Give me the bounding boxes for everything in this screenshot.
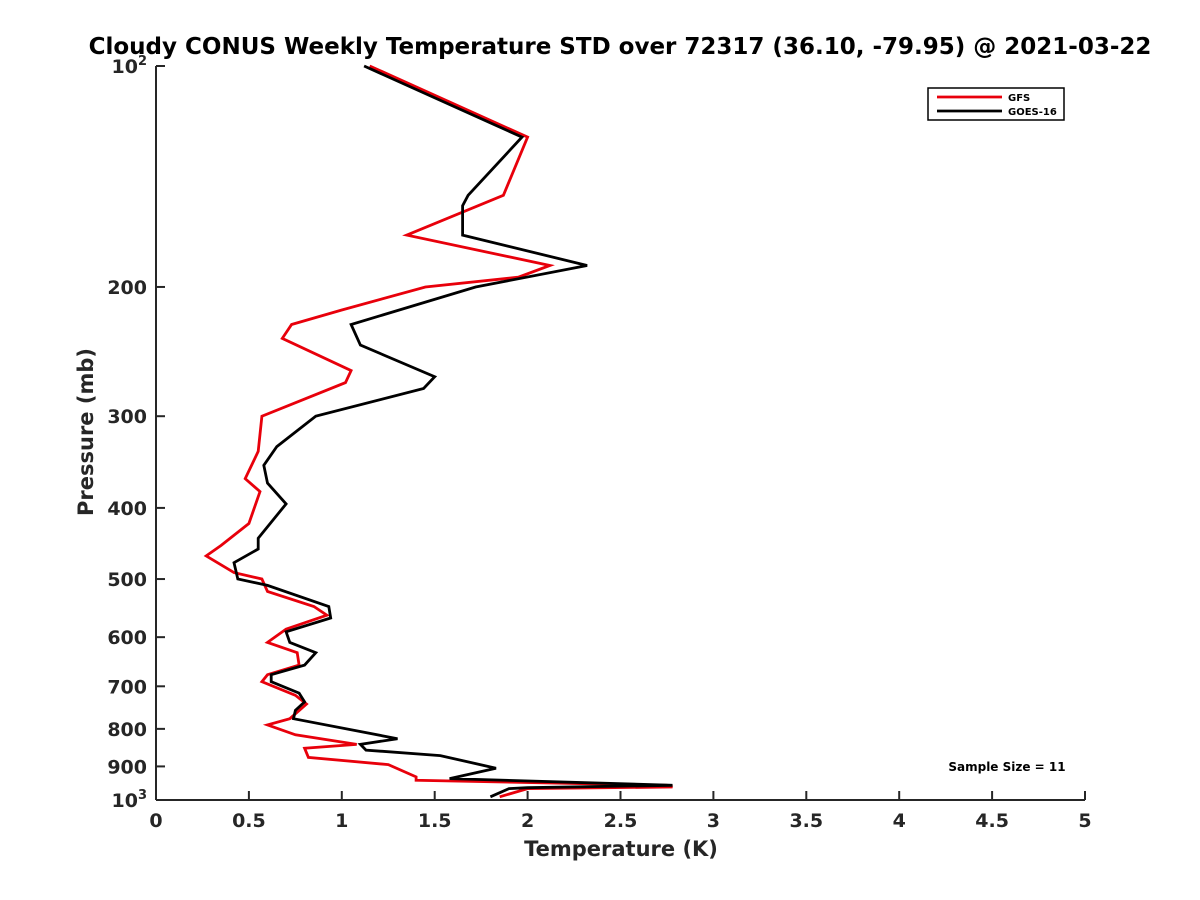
x-tick-label: 2.5	[604, 810, 638, 832]
y-tick-label: 200	[107, 277, 147, 299]
x-axis-label: Temperature (K)	[524, 837, 718, 861]
x-tick-label: 0.5	[232, 810, 266, 832]
x-tick-label: 3	[707, 810, 720, 832]
chart-title: Cloudy CONUS Weekly Temperature STD over…	[89, 34, 1152, 60]
legend-label: GFS	[1008, 93, 1030, 104]
x-tick-label: 0	[149, 810, 162, 832]
legend-label: GOES-16	[1008, 107, 1057, 118]
tick-exponent: 2	[138, 54, 147, 69]
x-tick-label: 4	[893, 810, 906, 832]
legend-box	[927, 87, 1065, 121]
y-axis-label: Pressure (mb)	[74, 348, 98, 516]
x-axis-ticks: 0 0.5 1 1.5 2 2.5 3 3.5 4 4.5 5	[149, 791, 1092, 832]
x-tick-label: 4.5	[975, 810, 1009, 832]
y-tick-label: 103	[112, 788, 148, 812]
x-tick-label: 5	[1078, 810, 1091, 832]
y-tick-label: 400	[107, 498, 147, 520]
y-tick-label: 800	[107, 719, 147, 741]
y-tick-label: 900	[107, 756, 147, 778]
y-tick-label: 102	[112, 54, 148, 78]
y-tick-label: 700	[107, 676, 147, 698]
x-tick-label: 2	[521, 810, 534, 832]
tick-base: 10	[112, 56, 138, 78]
plot-lines	[203, 64, 673, 799]
y-tick-label: 500	[107, 569, 147, 591]
x-tick-label: 3.5	[789, 810, 823, 832]
legend: GFS GOES-16	[927, 87, 1065, 121]
series-line-gfs	[203, 64, 673, 799]
x-tick-label: 1.5	[418, 810, 452, 832]
tick-base: 10	[112, 790, 138, 812]
tick-exponent: 3	[138, 788, 147, 803]
y-tick-label: 600	[107, 627, 147, 649]
sample-size-annotation: Sample Size = 11	[948, 760, 1065, 774]
x-tick-label: 1	[335, 810, 348, 832]
y-tick-label: 300	[107, 406, 147, 428]
series-line-goes-16	[232, 64, 673, 799]
